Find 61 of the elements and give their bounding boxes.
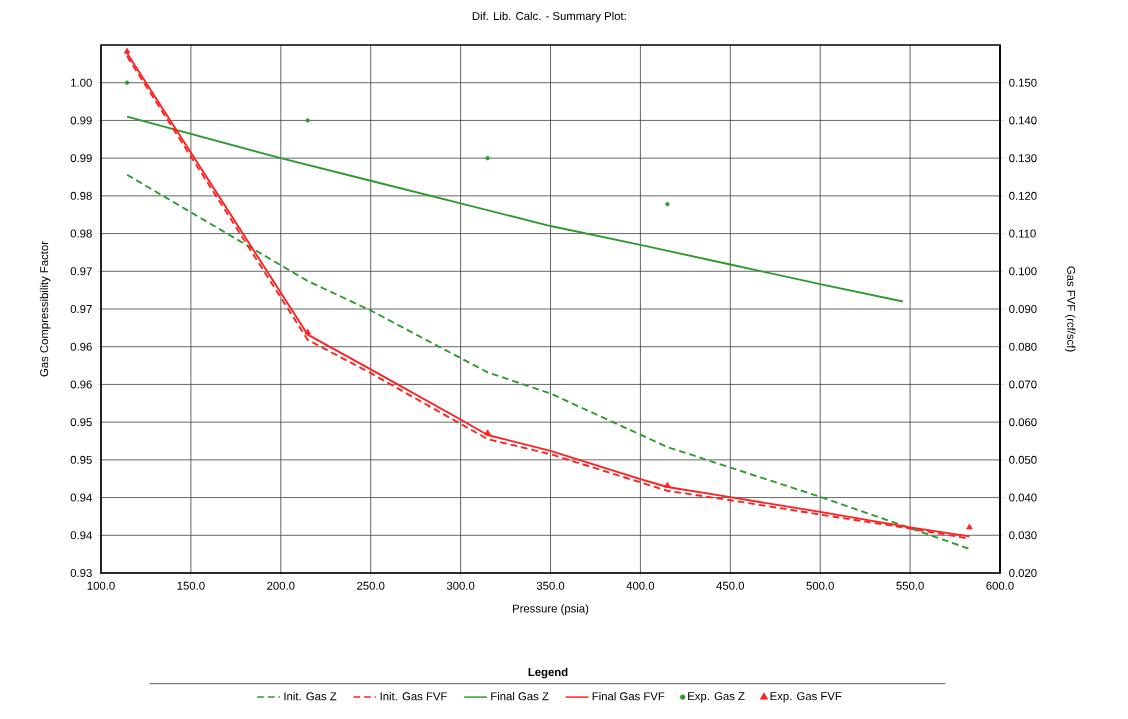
- y2-tick-label: 0.110: [1009, 229, 1036, 238]
- y-tick-label: 0.96: [70, 342, 92, 351]
- y2-tick-label: 0.080: [1009, 342, 1037, 351]
- x-tick-label: 350.0: [536, 581, 565, 590]
- point: [305, 118, 310, 123]
- y2-tick-label: 0.130: [1009, 154, 1037, 163]
- y-tick-label: 0.96: [70, 380, 92, 389]
- line-series: [126, 173, 971, 550]
- y2-tick-label: 0.150: [1009, 78, 1037, 87]
- y-tick-label: 0.99: [70, 116, 92, 125]
- legend-label: Exp. Gas Z: [688, 692, 745, 703]
- y2-axis-title: Gas FVF (rcf/scf): [1064, 266, 1076, 352]
- y-tick-label: 0.94: [70, 531, 92, 540]
- y-tick-label: 0.99: [70, 154, 92, 163]
- y-tick-label: 0.95: [70, 455, 92, 464]
- x-tick-label: 200.0: [267, 581, 295, 590]
- legend-label: Final Gas FVF: [592, 691, 665, 701]
- y2-tick-label: 0.050: [1009, 455, 1037, 464]
- y-tick-label: 0.94: [70, 493, 92, 502]
- x-tick-label: 250.0: [357, 581, 385, 590]
- x-tick-label: 500.0: [806, 581, 834, 590]
- y2-tick-label: 0.100: [1009, 267, 1037, 276]
- y-tick-label: 0.97: [70, 305, 92, 314]
- point: [123, 47, 131, 54]
- y-tick-label: 0.98: [70, 191, 92, 200]
- x-axis-title: Pressure (psia): [513, 604, 589, 615]
- x-tick-label: 450.0: [716, 581, 745, 590]
- x-tick-label: 550.0: [896, 581, 924, 590]
- point: [664, 481, 671, 488]
- x-tick-label: 300.0: [446, 581, 475, 590]
- point: [484, 429, 491, 436]
- y2-tick-label: 0.030: [1009, 531, 1037, 540]
- point: [124, 80, 130, 85]
- legend-label: Exp. Gas FVF: [770, 692, 842, 703]
- chart-title: Dif. Lib. Calc. - Summary Plot:: [472, 11, 626, 23]
- y2-tick-label: 0.060: [1009, 418, 1037, 427]
- y2-tick-label: 0.090: [1009, 305, 1037, 314]
- y-tick-label: 0.98: [70, 229, 92, 238]
- y-tick-label: 0.93: [70, 569, 92, 578]
- line-series: [126, 115, 904, 303]
- y-tick-label: 1.00: [71, 78, 92, 87]
- x-tick-label: 600.0: [986, 581, 1014, 590]
- legend-title: Legend: [528, 667, 568, 679]
- legend-label: Final Gas Z: [491, 691, 549, 701]
- y2-tick-label: 0.040: [1009, 493, 1037, 502]
- point: [966, 523, 973, 530]
- x-tick-label: 100.0: [87, 581, 115, 590]
- x-tick-label: 150.0: [177, 581, 205, 590]
- point: [304, 328, 312, 335]
- x-tick-label: 400.0: [626, 581, 655, 590]
- y2-tick-label: 0.020: [1009, 569, 1037, 578]
- y-tick-label: 0.97: [70, 267, 92, 276]
- y2-tick-label: 0.120: [1009, 191, 1037, 200]
- legend-label: Init. Gas Z: [284, 691, 337, 701]
- y2-tick-label: 0.070: [1009, 380, 1037, 389]
- legend-label: Init. Gas FVF: [380, 691, 447, 701]
- y-tick-label: 0.95: [70, 418, 92, 427]
- point: [665, 202, 670, 207]
- y-axis-title: Gas Compressibility Factor: [39, 241, 51, 377]
- point: [485, 156, 490, 161]
- y2-tick-label: 0.140: [1009, 116, 1037, 125]
